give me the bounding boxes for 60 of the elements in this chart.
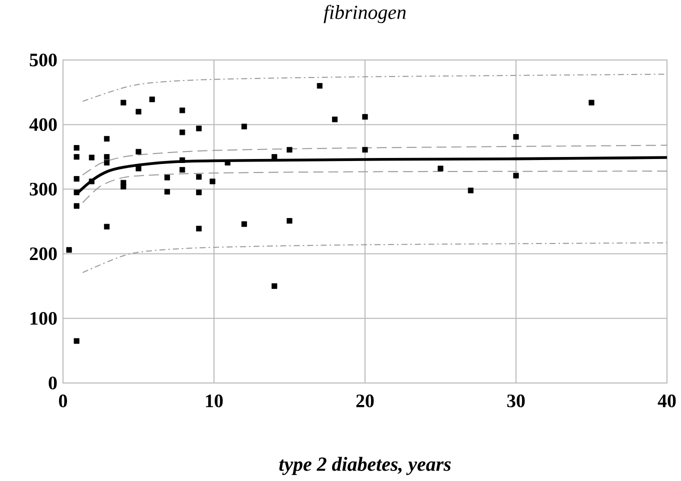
point	[362, 114, 368, 120]
x-tick-label: 20	[356, 394, 374, 408]
point	[88, 154, 94, 160]
y-tick-label: 500	[30, 54, 57, 66]
point	[438, 166, 444, 172]
point	[104, 136, 110, 142]
point	[513, 134, 519, 140]
x-tick-label: 10	[206, 394, 223, 408]
point	[136, 166, 142, 172]
point	[104, 154, 110, 160]
point	[332, 116, 338, 122]
y-tick-label: 200	[30, 247, 57, 260]
point	[362, 146, 368, 153]
point	[88, 178, 94, 184]
point	[164, 188, 170, 195]
point	[74, 190, 80, 196]
x-axis-title: type 2 diabetes, years	[279, 456, 451, 476]
point	[136, 108, 142, 114]
y-tick-label: 400	[29, 118, 57, 131]
point	[272, 283, 278, 289]
point	[468, 188, 474, 194]
y-tick-label: 100	[30, 312, 57, 325]
point	[104, 224, 110, 230]
point	[74, 145, 80, 151]
chart-title: fibrinogen	[324, 4, 406, 24]
point	[164, 174, 170, 180]
point	[180, 167, 186, 173]
y-tick-label: 0	[48, 376, 57, 390]
line-series	[82, 242, 668, 274]
point	[286, 218, 292, 224]
x-tick-label: 40	[658, 394, 676, 408]
point	[120, 100, 126, 106]
point	[316, 83, 322, 89]
point	[180, 108, 186, 114]
point	[149, 96, 155, 102]
point	[513, 172, 519, 178]
point	[74, 176, 80, 182]
point	[196, 174, 202, 180]
point	[136, 148, 142, 155]
point	[196, 126, 202, 132]
point	[74, 338, 80, 344]
line-series	[82, 144, 668, 176]
point	[74, 203, 80, 209]
point	[196, 190, 202, 196]
point	[104, 160, 110, 166]
point	[66, 247, 72, 253]
point	[180, 130, 186, 136]
point	[588, 100, 594, 106]
x-tick-label: 0	[58, 394, 68, 408]
x-tick-label: 30	[507, 394, 525, 408]
point	[120, 184, 126, 190]
point	[74, 154, 80, 160]
point	[210, 178, 216, 184]
point	[286, 146, 292, 153]
point	[241, 221, 247, 227]
y-tick-label: 300	[30, 182, 57, 196]
point	[180, 157, 186, 163]
point	[196, 226, 202, 232]
point	[241, 124, 247, 130]
line-series	[82, 170, 668, 204]
